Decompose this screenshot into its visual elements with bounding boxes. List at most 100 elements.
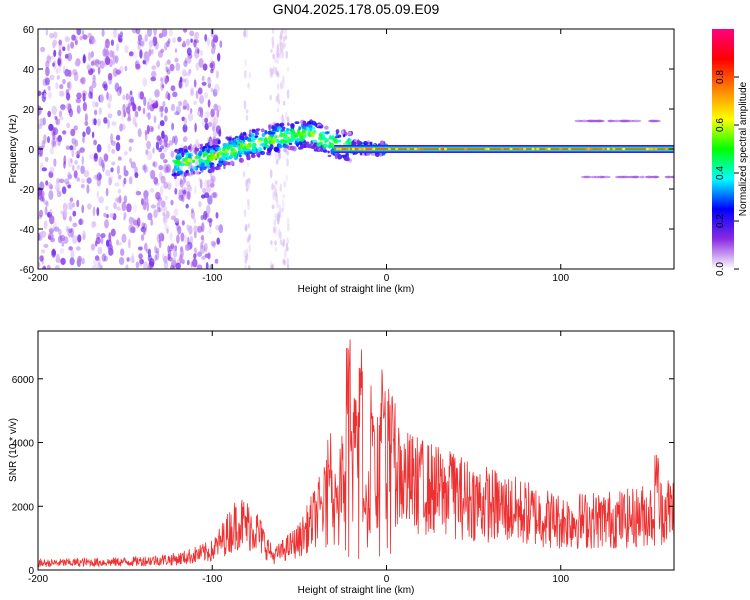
track-blob	[379, 140, 384, 146]
noise-blob	[162, 101, 166, 108]
track-blob	[257, 139, 262, 143]
carrier-blob	[601, 147, 605, 151]
noise-blob	[181, 78, 187, 83]
noise-blob	[52, 39, 58, 47]
noise-blob	[155, 247, 160, 254]
noise-blob	[61, 130, 67, 135]
track-blob	[208, 157, 214, 162]
track-blob	[217, 139, 221, 145]
noise-blob	[118, 35, 123, 43]
carrier-blob	[484, 147, 488, 151]
noise-blob	[38, 233, 41, 241]
noise-blob	[155, 141, 160, 151]
noise-blob	[47, 182, 52, 188]
noise-blob	[131, 252, 135, 261]
noise-blob	[125, 264, 129, 269]
streak-blob	[278, 228, 281, 238]
noise-blob	[142, 52, 149, 62]
noise-blob	[157, 124, 161, 130]
track-blob	[239, 133, 245, 139]
noise-blob	[144, 242, 148, 251]
noise-blob	[110, 228, 116, 237]
noise-blob	[143, 96, 147, 107]
track-blob	[248, 129, 252, 135]
noise-blob	[47, 85, 51, 91]
streak-blob	[282, 79, 285, 89]
noise-blob	[38, 261, 41, 268]
noise-blob	[61, 186, 67, 195]
track-blob	[299, 136, 305, 142]
track-blob	[260, 128, 265, 133]
streak-blob	[274, 188, 277, 197]
carrier-blob	[360, 147, 364, 151]
noise-blob	[114, 182, 120, 187]
track-blob	[180, 163, 186, 167]
streak-blob	[285, 174, 288, 182]
noise-blob	[129, 226, 135, 233]
noise-blob	[189, 108, 193, 114]
track-blob	[356, 139, 360, 145]
noise-blob	[146, 140, 152, 150]
noise-blob	[70, 158, 73, 164]
noise-blob	[198, 201, 202, 208]
noise-blob	[164, 141, 168, 148]
track-blob	[194, 155, 199, 160]
carrier-blob	[645, 147, 649, 151]
track-blob	[214, 139, 218, 145]
sideline-blob	[627, 175, 636, 179]
noise-blob	[77, 255, 82, 263]
x-tick-label: -200	[28, 273, 48, 284]
noise-blob	[76, 105, 81, 114]
noise-blob	[181, 116, 185, 122]
noise-blob	[147, 212, 153, 221]
noise-blob	[137, 34, 143, 42]
noise-blob	[148, 49, 152, 57]
noise-blob	[130, 161, 136, 169]
streak-blob	[246, 237, 250, 244]
noise-blob	[118, 195, 122, 204]
streak-blob	[280, 81, 283, 90]
noise-blob	[56, 186, 60, 197]
track-blob	[250, 153, 256, 159]
track-blob	[282, 144, 288, 149]
noise-blob	[43, 243, 49, 248]
noise-blob	[128, 224, 134, 233]
track-blob	[305, 143, 309, 148]
track-blob	[341, 154, 345, 158]
noise-blob	[199, 50, 204, 56]
noise-blob	[53, 127, 59, 136]
noise-blob	[101, 253, 107, 262]
noise-blob	[211, 192, 217, 198]
noise-blob	[148, 170, 152, 176]
noise-blob	[193, 79, 197, 88]
streak-blob	[271, 204, 275, 210]
streak-blob	[243, 100, 247, 110]
noise-blob	[105, 169, 111, 177]
noise-blob	[72, 202, 75, 208]
noise-blob	[211, 241, 216, 248]
noise-blob	[145, 54, 150, 62]
noise-blob	[198, 58, 204, 68]
noise-blob	[181, 69, 187, 77]
noise-blob	[44, 206, 48, 216]
track-blob	[193, 165, 197, 171]
noise-blob	[125, 93, 129, 101]
track-blob	[172, 159, 177, 163]
noise-blob	[187, 185, 193, 192]
streak-blob	[285, 111, 288, 120]
noise-blob	[187, 56, 192, 64]
track-blob	[322, 143, 328, 149]
noise-blob	[58, 110, 63, 118]
track-blob	[267, 130, 272, 135]
noise-blob	[147, 101, 150, 111]
track-blob	[374, 152, 380, 157]
track-blob	[348, 132, 352, 135]
y-tick-label: 0	[28, 566, 34, 577]
track-blob	[211, 165, 215, 172]
noise-blob	[65, 181, 71, 187]
noise-blob	[76, 164, 81, 171]
noise-blob	[167, 93, 171, 101]
noise-blob	[153, 29, 157, 36]
